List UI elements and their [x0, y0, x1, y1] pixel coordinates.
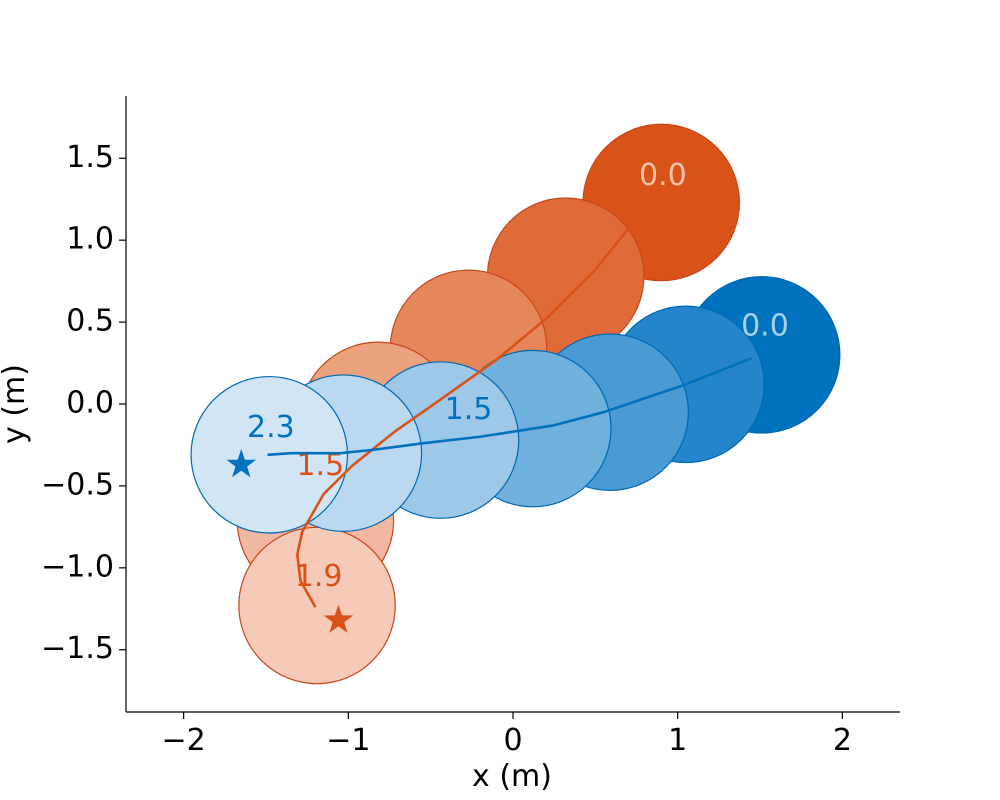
- y-tick-label-1: −1.0: [41, 549, 114, 584]
- series-layer: 0.0 1.5 1.9 0.0 1.5 2.3: [190, 123, 841, 685]
- x-tick-label-0: −2: [162, 723, 206, 758]
- y-tick-label-6: 1.5: [66, 140, 114, 175]
- x-axis-label: x (m): [472, 759, 552, 794]
- series-0-time-label-0: 0.0: [639, 158, 687, 193]
- y-axis-label: y (m): [0, 364, 32, 444]
- x-ticks: −2 −1 0 1 2: [162, 712, 852, 758]
- x-tick-label-2: 0: [503, 723, 522, 758]
- series-1-time-label-2: 2.3: [247, 410, 295, 445]
- series-1-overlay: 0.0 1.5 2.3: [226, 309, 789, 478]
- series-0-circle-5: [238, 526, 396, 685]
- x-tick-label-4: 2: [833, 723, 852, 758]
- series-0-time-label-2: 1.9: [295, 559, 343, 594]
- series-1-goal-star: [226, 449, 257, 478]
- y-tick-label-0: −1.5: [41, 631, 114, 666]
- series-1-time-label-0: 0.0: [741, 309, 789, 344]
- y-tick-label-2: −0.5: [41, 467, 114, 502]
- series-0-goal-star: [323, 604, 354, 633]
- y-tick-label-5: 1.0: [66, 222, 114, 257]
- y-tick-label-4: 0.5: [66, 304, 114, 339]
- y-tick-label-3: 0.0: [66, 386, 114, 421]
- y-ticks: −1.5 −1.0 −0.5 0.0 0.5 1.0 1.5: [41, 140, 126, 666]
- series-1-trajectory-line: [267, 356, 753, 457]
- x-tick-label-3: 1: [668, 723, 687, 758]
- series-1-time-label-1: 1.5: [445, 392, 493, 427]
- x-tick-label-1: −1: [326, 723, 370, 758]
